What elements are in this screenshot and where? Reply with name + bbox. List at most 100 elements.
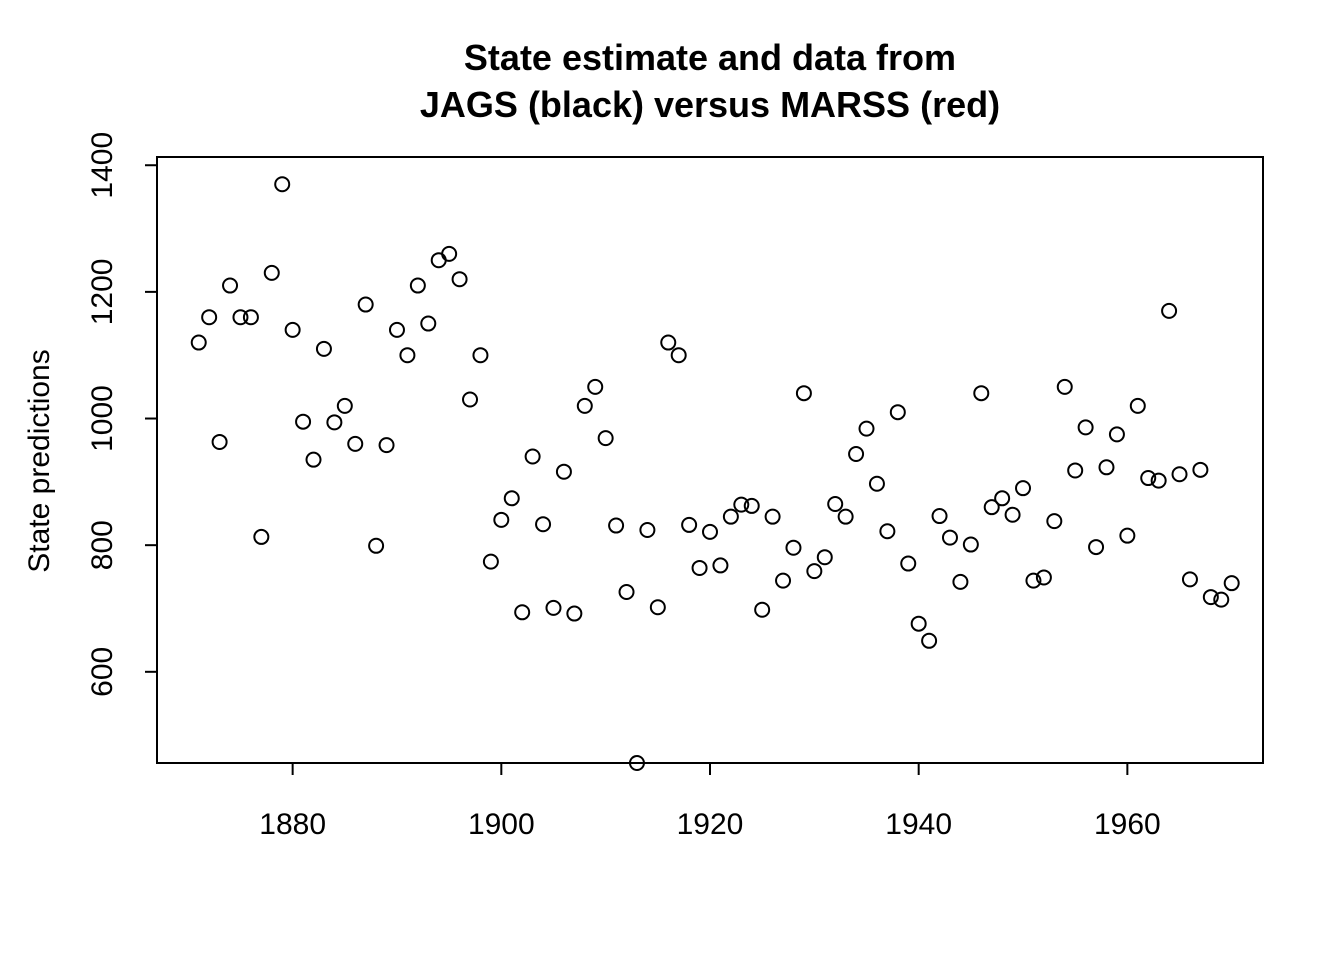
data-point — [545, 599, 562, 616]
data-point — [837, 508, 854, 525]
data-point — [1181, 571, 1198, 588]
data-point — [1004, 506, 1021, 523]
data-point — [1077, 419, 1094, 436]
data-point — [1108, 426, 1125, 443]
y-axis-label: State predictions — [23, 349, 56, 572]
data-point — [420, 315, 437, 332]
data-point — [1171, 466, 1188, 483]
data-point — [795, 385, 812, 402]
x-axis: 1880 1900 1920 1940 1960 — [259, 762, 1161, 841]
data-point — [952, 573, 969, 590]
data-point — [1056, 378, 1073, 395]
data-point — [775, 572, 792, 589]
data-point — [900, 555, 917, 572]
data-point — [430, 252, 447, 269]
data-point — [201, 309, 218, 326]
data-point — [462, 391, 479, 408]
y-tick-label: 1000 — [86, 385, 119, 452]
data-point — [660, 334, 677, 351]
data-point — [628, 755, 645, 771]
data-point — [576, 397, 593, 414]
data-point — [931, 508, 948, 525]
data-point — [493, 511, 510, 528]
data-point — [1213, 591, 1230, 608]
data-point — [1161, 302, 1178, 319]
data-point — [816, 549, 833, 566]
data-point — [305, 451, 322, 468]
data-point — [1150, 472, 1167, 489]
data-point — [326, 414, 343, 431]
data-point — [274, 176, 291, 193]
chart-title-line1: State estimate and data from — [464, 37, 956, 78]
data-point — [524, 448, 541, 465]
data-point — [284, 321, 301, 338]
x-tick-label: 1880 — [259, 808, 326, 841]
data-point — [962, 536, 979, 553]
data-point — [1067, 462, 1084, 479]
data-point — [754, 601, 771, 618]
data-point — [378, 437, 395, 454]
data-point — [858, 420, 875, 437]
data-point — [336, 397, 353, 414]
data-point — [921, 632, 938, 649]
data-point — [472, 347, 489, 364]
data-point — [222, 277, 239, 294]
y-tick-label: 600 — [86, 647, 119, 697]
data-points — [190, 176, 1240, 771]
x-tick-label: 1900 — [468, 808, 535, 841]
data-point — [315, 340, 332, 357]
data-point — [649, 599, 666, 616]
data-point — [848, 445, 865, 462]
data-point — [357, 296, 374, 313]
data-point — [242, 309, 259, 326]
data-point — [555, 463, 572, 480]
data-point — [910, 615, 927, 632]
data-point — [973, 385, 990, 402]
data-point — [743, 497, 760, 514]
data-point — [399, 347, 416, 364]
data-point — [535, 516, 552, 533]
data-point — [1140, 470, 1157, 487]
data-point — [681, 516, 698, 533]
data-point — [295, 413, 312, 430]
data-point — [941, 529, 958, 546]
data-point — [1192, 461, 1209, 478]
data-point — [868, 475, 885, 492]
data-point — [597, 430, 614, 447]
y-tick-label: 1400 — [86, 132, 119, 199]
data-point — [1119, 527, 1136, 544]
y-tick-label: 1200 — [86, 259, 119, 326]
data-point — [441, 245, 458, 262]
data-point — [388, 321, 405, 338]
data-point — [566, 605, 583, 622]
data-point — [253, 528, 270, 545]
data-point — [232, 309, 249, 326]
data-point — [1129, 397, 1146, 414]
y-tick-label: 800 — [86, 520, 119, 570]
chart-title-line2: JAGS (black) versus MARSS (red) — [420, 84, 1000, 125]
plot-frame — [156, 156, 1264, 764]
data-point — [691, 559, 708, 576]
x-tick-label: 1920 — [677, 808, 744, 841]
data-point — [879, 523, 896, 540]
data-point — [1015, 480, 1032, 497]
y-axis: 600 800 1000 1200 1400 — [86, 132, 158, 697]
data-point — [211, 433, 228, 450]
data-point — [764, 508, 781, 525]
data-point — [1035, 569, 1052, 586]
data-point — [702, 523, 718, 540]
data-point — [994, 490, 1011, 507]
data-point — [889, 404, 906, 421]
data-point — [806, 563, 823, 580]
data-point — [827, 496, 844, 513]
data-point — [722, 508, 739, 525]
data-point — [368, 537, 385, 554]
data-point — [618, 584, 635, 601]
data-point — [1046, 513, 1063, 530]
data-point — [733, 496, 750, 513]
data-point — [983, 499, 1000, 516]
data-point — [482, 553, 499, 570]
data-point — [1088, 539, 1105, 556]
